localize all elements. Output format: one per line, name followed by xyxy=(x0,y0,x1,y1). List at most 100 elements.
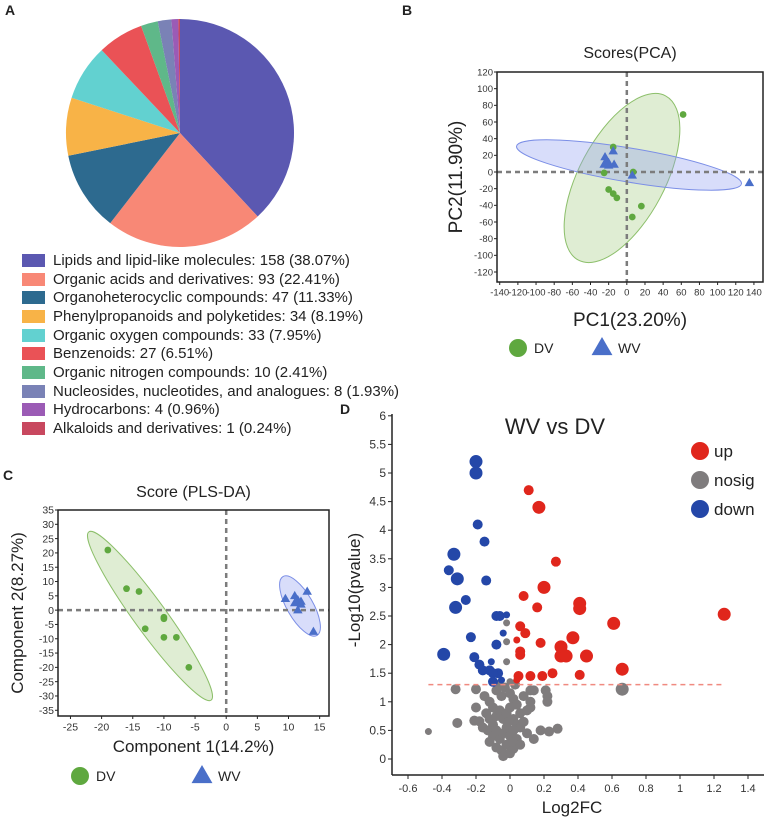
y-tick-label: -40 xyxy=(479,201,493,212)
y-tick-label: -15 xyxy=(39,648,54,660)
point-down xyxy=(450,572,464,586)
point-up xyxy=(550,556,561,567)
legend-label: WV xyxy=(618,340,641,356)
point-up xyxy=(525,671,536,682)
x-tick-label: 0.4 xyxy=(570,783,585,795)
chart-title: Score (PLS-DA) xyxy=(136,484,251,501)
x-tick-label: -15 xyxy=(125,722,140,734)
x-tick-label: 0.6 xyxy=(604,783,619,795)
legend-swatch xyxy=(22,253,45,267)
y-tick-label: -100 xyxy=(474,251,493,262)
data-point-circle xyxy=(160,615,168,623)
point-nosig xyxy=(496,691,507,702)
point-down xyxy=(437,647,451,661)
x-tick-label: -10 xyxy=(156,722,171,734)
y-axis-label: -Log10(pvalue) xyxy=(345,533,364,647)
y-tick-label: 6 xyxy=(379,409,386,423)
y-axis-label: PC2(11.90%) xyxy=(446,121,467,234)
y-tick-label: 100 xyxy=(477,84,493,95)
legend-swatch xyxy=(22,422,45,436)
y-tick-label: 4.5 xyxy=(369,495,386,509)
data-point-circle xyxy=(123,585,130,593)
y-axis-label: Component 2(8.27%) xyxy=(8,532,27,694)
legend-swatch xyxy=(22,347,45,361)
data-point-triangle xyxy=(591,337,613,356)
point-nosig xyxy=(544,726,555,737)
point-up xyxy=(537,580,551,594)
panel-label-a: A xyxy=(5,2,16,18)
point-down xyxy=(479,536,490,547)
point-nosig xyxy=(522,705,532,716)
point-up xyxy=(566,631,580,645)
y-tick-label: 80 xyxy=(482,101,493,112)
y-tick-label: 20 xyxy=(42,548,54,560)
y-tick-label: -10 xyxy=(39,633,54,645)
y-tick-label: -120 xyxy=(474,267,493,278)
point-up xyxy=(532,602,543,613)
legend-item: Lipids and lipid-like molecules: 158 (38… xyxy=(22,251,399,270)
y-tick-label: 25 xyxy=(42,533,54,545)
point-nosig xyxy=(542,696,553,707)
data-point-triangle xyxy=(603,157,614,167)
x-tick-label: 0.8 xyxy=(638,783,653,795)
point-up xyxy=(574,669,585,680)
pie-slice xyxy=(171,19,180,134)
x-axis-label: PC1(23.20%) xyxy=(573,310,687,331)
y-tick-label: 1 xyxy=(379,695,386,709)
point-nosig xyxy=(503,658,511,666)
y-tick-label: -30 xyxy=(39,691,54,703)
data-point-circle xyxy=(679,111,687,118)
y-tick-label: 1.5 xyxy=(369,666,386,680)
pie-slice xyxy=(180,19,294,217)
y-tick-label: 10 xyxy=(42,576,54,588)
x-tick-label: 1.4 xyxy=(740,783,755,795)
data-point-circle xyxy=(509,339,527,357)
data-point-circle xyxy=(185,663,193,671)
legend-item: Hydrocarbons: 4 (0.96%) xyxy=(22,401,399,420)
pie-slice xyxy=(110,133,258,247)
legend-label: Alkaloids and derivatives: 1 (0.24%) xyxy=(53,420,292,438)
point-down xyxy=(469,652,480,663)
point-down xyxy=(488,668,498,679)
y-tick-label: 60 xyxy=(482,117,493,128)
point-up xyxy=(607,616,621,630)
data-point-circle xyxy=(628,213,636,221)
volcano-plot: -0.6 -0.4 -0.2 0 0.2 0.4 0.6 0.8 1 1.2 1.4 6 5.5 5 4.5… xyxy=(345,409,764,817)
point-down xyxy=(465,632,476,643)
point-down xyxy=(499,629,507,637)
data-point-triangle xyxy=(608,146,618,155)
panel-label-c: C xyxy=(3,467,14,483)
y-tick-label: 5 xyxy=(48,591,54,603)
point-nosig xyxy=(535,725,546,736)
legend-label: Lipids and lipid-like molecules: 158 (38… xyxy=(53,251,350,269)
point-up xyxy=(513,676,521,684)
x-tick-label: -0.2 xyxy=(467,783,486,795)
chart-title: Scores(PCA) xyxy=(583,45,676,62)
point-up xyxy=(537,671,548,682)
legend-marker xyxy=(691,471,709,489)
point-down xyxy=(460,594,471,605)
legend-label: WV xyxy=(218,768,241,784)
y-tick-label: 0.5 xyxy=(369,723,386,737)
legend-label: Organic acids and derivatives: 93 (22.41… xyxy=(53,270,340,288)
point-down xyxy=(443,565,454,576)
x-tick-label: -140 xyxy=(490,288,509,299)
point-nosig xyxy=(471,702,481,713)
point-nosig xyxy=(540,685,551,696)
point-down xyxy=(469,455,483,469)
point-down xyxy=(472,519,483,530)
x-tick-label: -20 xyxy=(602,288,616,299)
y-tick-label: 5.5 xyxy=(369,437,386,451)
pie-slice xyxy=(141,21,180,134)
y-tick-label: 35 xyxy=(42,505,54,517)
pie-chart xyxy=(66,19,294,247)
data-point-circle xyxy=(141,625,149,633)
x-tick-label: 0 xyxy=(507,783,513,795)
y-tick-label: -20 xyxy=(39,662,54,674)
data-point-circle xyxy=(637,202,645,210)
x-tick-label: 5 xyxy=(254,722,260,734)
y-tick-label: 5 xyxy=(379,466,386,480)
y-tick-label: -60 xyxy=(479,217,493,228)
point-down xyxy=(481,575,492,586)
x-tick-label: 1 xyxy=(677,783,683,795)
